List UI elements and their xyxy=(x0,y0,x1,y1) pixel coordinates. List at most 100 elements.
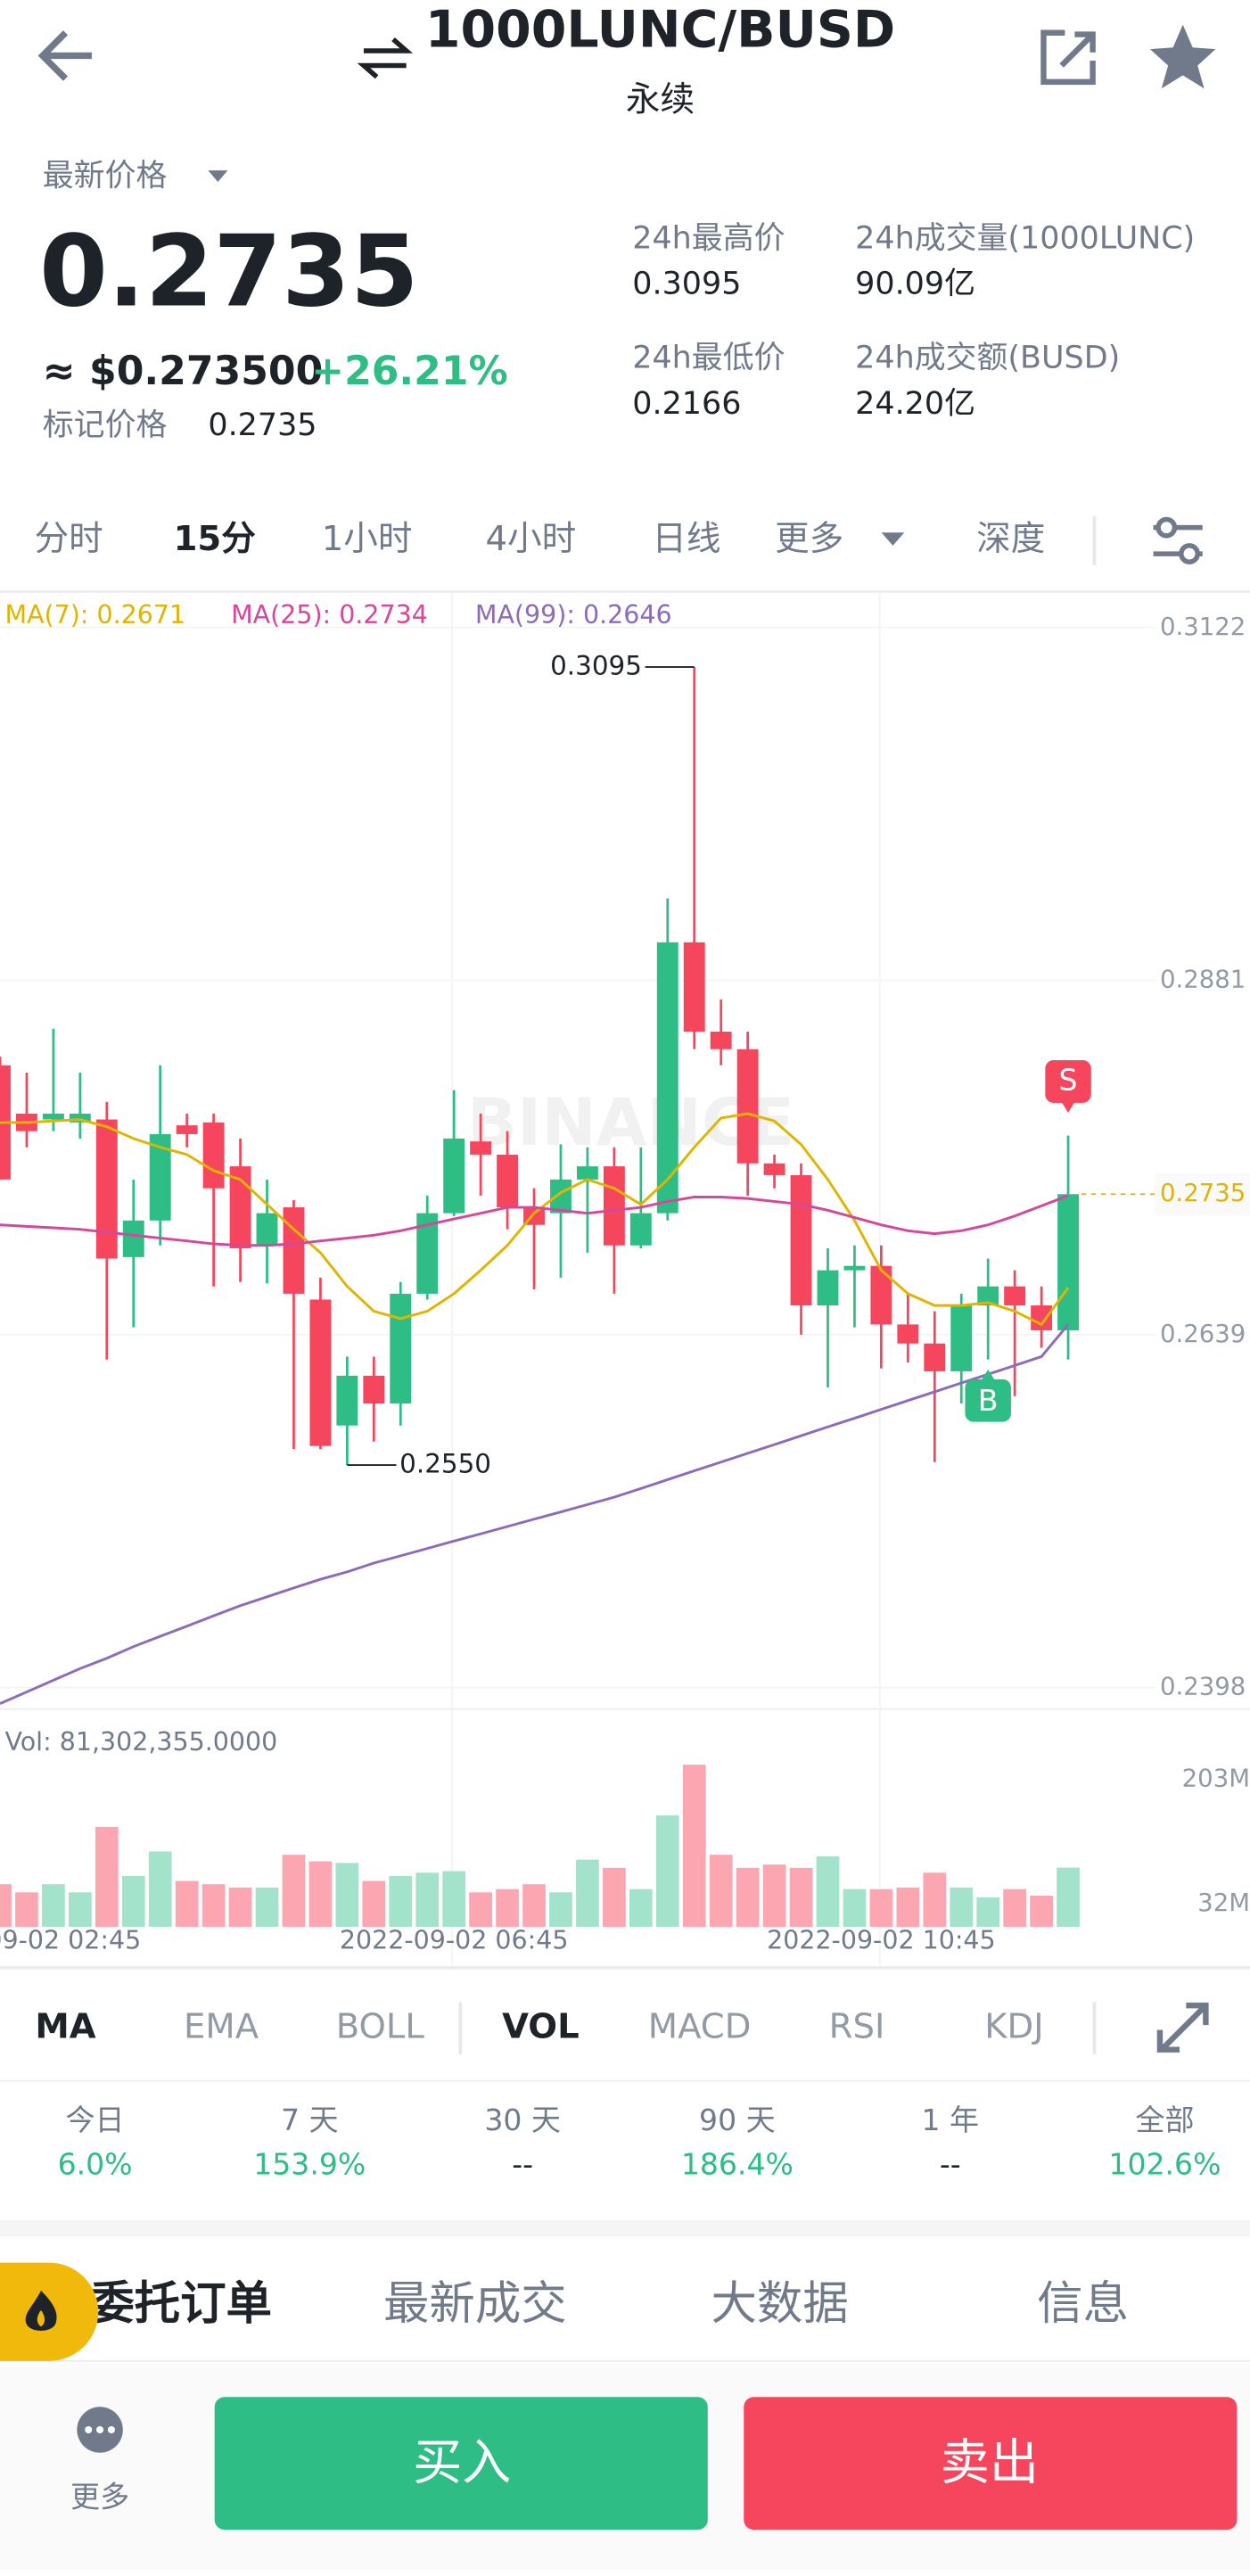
volume-bar xyxy=(308,1861,333,1927)
stat-value: 24.20亿 xyxy=(855,386,975,422)
indicator-tab[interactable]: RSI xyxy=(829,2006,885,2046)
indicator-tab[interactable]: MA xyxy=(35,2006,95,2046)
volume-bar xyxy=(362,1881,386,1927)
back-button[interactable] xyxy=(37,30,92,81)
interval-tab[interactable]: 日线 xyxy=(652,519,720,559)
candle-body xyxy=(710,1031,732,1049)
volume-bar xyxy=(869,1889,893,1927)
volume-bar xyxy=(843,1889,867,1927)
candle-body xyxy=(283,1207,305,1294)
indicator-tab[interactable]: EMA xyxy=(184,2006,259,2046)
candle-body xyxy=(683,942,705,1032)
settings-button[interactable] xyxy=(1153,516,1203,565)
price-label[interactable]: 最新价格 xyxy=(43,158,168,193)
buy-label: 买入 xyxy=(413,2434,511,2491)
buy-marker xyxy=(965,1379,1011,1422)
volume-bar xyxy=(42,1884,65,1927)
y-tick-label: 0.2881 xyxy=(1160,966,1246,994)
stat-value: 0.3095 xyxy=(632,267,741,302)
volume-bar xyxy=(1003,1889,1027,1927)
sell-button[interactable]: 卖出 xyxy=(744,2397,1238,2531)
tab[interactable]: 委托订单 xyxy=(88,2277,272,2331)
indicator-tab[interactable]: VOL xyxy=(502,2006,580,2046)
usd-price: ≈ $0.273500 xyxy=(43,349,324,394)
more-label: 更多 xyxy=(70,2480,129,2514)
indicator-tab[interactable]: MACD xyxy=(648,2006,752,2046)
sell-marker-label: S xyxy=(1059,1062,1078,1097)
volume-bar xyxy=(175,1881,199,1927)
candle-body xyxy=(443,1138,465,1214)
interval-tab[interactable]: 1小时 xyxy=(322,519,413,559)
return-period: 1 年 xyxy=(921,2103,979,2137)
interval-tab[interactable]: 15分 xyxy=(174,519,257,559)
stat-label: 24h成交额(BUSD) xyxy=(855,340,1120,375)
candle-body xyxy=(176,1125,198,1134)
volume-bar xyxy=(816,1856,840,1927)
volume-bar xyxy=(976,1897,1000,1927)
slider-knob xyxy=(1155,516,1178,539)
mark-price-label: 标记价格 xyxy=(43,407,168,443)
switch-icon[interactable] xyxy=(357,37,414,79)
share-button[interactable] xyxy=(1040,29,1096,86)
volume-bar xyxy=(201,1884,226,1927)
tab[interactable]: 最新成交 xyxy=(383,2277,567,2331)
annotation: 0.3095 xyxy=(550,651,642,681)
volume-bar xyxy=(442,1871,466,1927)
more-button[interactable]: 更多 xyxy=(70,2407,129,2514)
tab[interactable]: 信息 xyxy=(1037,2277,1129,2331)
floating-button[interactable] xyxy=(0,2262,99,2361)
more-caret xyxy=(881,532,905,546)
candle-body xyxy=(95,1119,118,1259)
interval-tab[interactable]: 分时 xyxy=(35,519,103,559)
interval-tab[interactable]: 深度 xyxy=(976,519,1045,559)
flame-icon xyxy=(25,2290,57,2331)
interval-tab[interactable]: 4小时 xyxy=(485,519,576,559)
buy-bg xyxy=(214,2397,708,2531)
returns: 今日 6.0% 7 天 153.9% 30 天 -- 90 天 186.4% 1 年 -- 全部 10… xyxy=(58,2103,1221,2182)
volume-bar xyxy=(629,1889,653,1927)
interval-tab[interactable]: 更多 xyxy=(775,519,843,559)
sell-label: 卖出 xyxy=(941,2434,1039,2491)
return-value: 102.6% xyxy=(1108,2147,1221,2182)
stat-value: 0.2166 xyxy=(632,386,741,422)
pair-title: 1000LUNC/BUSD xyxy=(425,0,895,59)
candle-body xyxy=(309,1299,332,1446)
volume-bar xyxy=(762,1864,786,1927)
fullscreen-button[interactable] xyxy=(1156,2002,1209,2053)
share-icon xyxy=(1040,29,1096,86)
x-tick-label: 2022-09-02 02:45 xyxy=(0,1925,141,1955)
volume-bar xyxy=(549,1892,572,1927)
candle-body xyxy=(736,1049,759,1164)
return-period: 90 天 xyxy=(699,2103,776,2137)
volume-bar xyxy=(389,1875,413,1927)
buy-button[interactable]: 买入 xyxy=(214,2397,708,2531)
dot xyxy=(107,2425,115,2434)
volume-tick-label: 32M xyxy=(1197,1889,1250,1917)
dot xyxy=(85,2425,93,2434)
return-value: 153.9% xyxy=(253,2147,366,2182)
volume-bar xyxy=(15,1892,38,1927)
return-value: -- xyxy=(940,2147,961,2182)
volume-title: Vol: 81,302,355.0000 xyxy=(5,1727,278,1757)
candle-body xyxy=(69,1113,91,1123)
indicator-tab[interactable]: BOLL xyxy=(336,2006,425,2046)
favorite-button[interactable] xyxy=(1149,24,1216,89)
candle-body xyxy=(897,1324,919,1344)
candle-body xyxy=(416,1213,439,1294)
legend-entry: MA(99): 0.2646 xyxy=(475,600,672,630)
stat-label: 24h最低价 xyxy=(632,340,785,375)
dot xyxy=(96,2425,104,2434)
dropdown-caret xyxy=(208,170,228,182)
candle-body xyxy=(1031,1305,1053,1330)
stat-value: 90.09亿 xyxy=(855,267,975,302)
candle-body xyxy=(763,1163,785,1175)
tab[interactable]: 大数据 xyxy=(711,2277,848,2331)
sell-bg xyxy=(744,2397,1238,2531)
bottom-tabs: 委托订单 最新成交 大数据 信息 xyxy=(88,2277,1129,2331)
volume-bar xyxy=(1057,1867,1080,1927)
indicator-tab[interactable]: KDJ xyxy=(984,2006,1043,2046)
